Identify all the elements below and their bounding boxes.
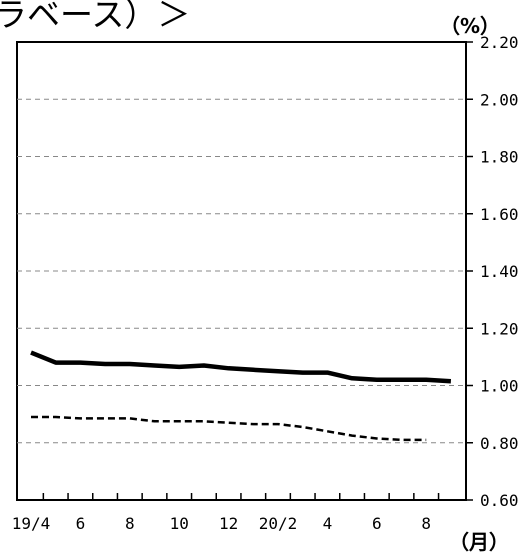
x-axis-ticks: 19/4 6 8 10 12 20/2 4 6 8 — [12, 493, 440, 533]
x-tick-label: 19/4 — [12, 514, 51, 533]
x-tick-label: 8 — [421, 514, 431, 533]
y-axis-unit: （%） — [440, 14, 501, 38]
x-tick-label: 12 — [219, 514, 238, 533]
y-tick-label: 2.20 — [480, 33, 519, 52]
x-tick-label: 4 — [323, 514, 333, 533]
y-tick-label: 0.60 — [480, 491, 519, 510]
y-tick-label: 0.80 — [480, 434, 519, 453]
x-tick-label: 10 — [170, 514, 189, 533]
x-tick-label: 6 — [76, 514, 86, 533]
chart-title-fragment: ラベース）＞ — [0, 0, 191, 34]
gridlines — [17, 98, 466, 444]
y-tick-label: 2.00 — [480, 90, 519, 109]
x-tick-label: 20/2 — [259, 514, 298, 533]
y-tick-label: 1.40 — [480, 262, 519, 281]
y-tick-label: 1.60 — [480, 205, 519, 224]
y-tick-label: 1.00 — [480, 377, 519, 396]
series-group — [30, 350, 452, 442]
y-axis-ticks: 0.60 0.80 1.00 1.20 1.40 1.60 1.80 2.00 2.20 — [466, 33, 519, 510]
series-line-2 — [31, 415, 427, 442]
x-axis-unit: （月） — [449, 530, 509, 554]
y-tick-label: 1.20 — [480, 319, 519, 338]
series-line-1 — [30, 350, 452, 384]
x-tick-label: 8 — [125, 514, 135, 533]
x-tick-label: 6 — [372, 514, 382, 533]
y-tick-label: 1.80 — [480, 148, 519, 167]
